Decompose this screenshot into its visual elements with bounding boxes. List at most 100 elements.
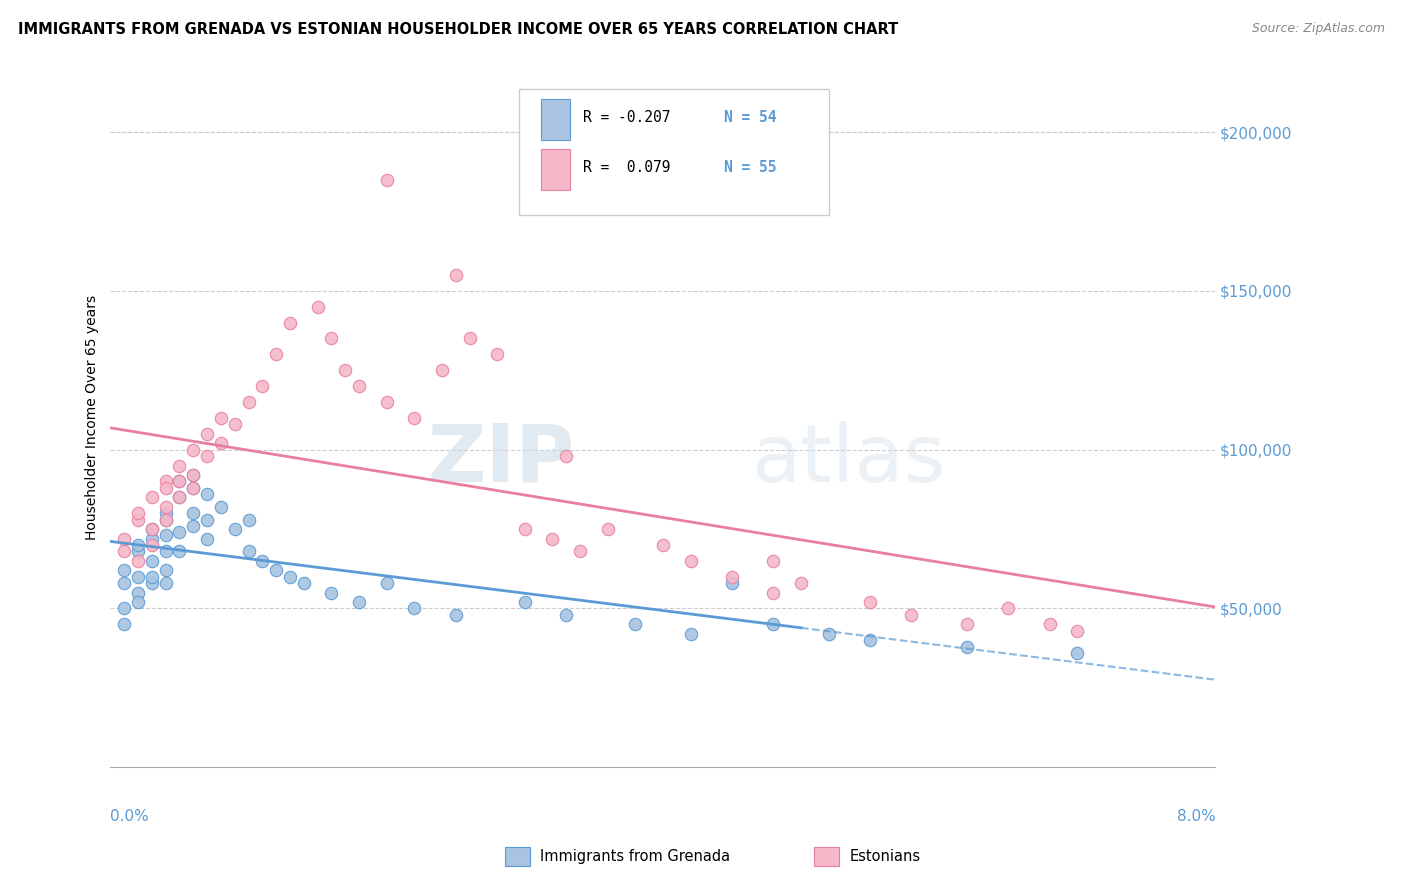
Point <box>169 491 191 505</box>
Text: N = 54: N = 54 <box>724 110 776 125</box>
Point <box>224 417 246 432</box>
Point <box>181 468 204 483</box>
Point <box>278 316 301 330</box>
Point <box>155 481 177 495</box>
FancyBboxPatch shape <box>541 149 569 190</box>
FancyBboxPatch shape <box>541 99 569 140</box>
Point <box>224 522 246 536</box>
Point <box>458 331 481 345</box>
Point <box>252 379 274 393</box>
Point <box>127 512 149 526</box>
Point <box>112 601 135 615</box>
Point <box>141 532 163 546</box>
Point <box>321 331 343 345</box>
Point <box>112 544 135 558</box>
Point <box>444 607 467 622</box>
Point <box>264 347 287 361</box>
Point <box>209 500 232 514</box>
Point <box>486 347 509 361</box>
Point <box>112 576 135 591</box>
Point <box>762 554 785 568</box>
Point <box>112 617 135 632</box>
Point <box>127 554 149 568</box>
Point <box>155 500 177 514</box>
Point <box>238 395 260 409</box>
Point <box>181 481 204 495</box>
Point <box>292 576 315 591</box>
Point <box>347 379 370 393</box>
Point <box>513 522 536 536</box>
Point <box>195 512 218 526</box>
Text: 8.0%: 8.0% <box>1177 809 1215 824</box>
Point <box>195 449 218 463</box>
Point <box>169 525 191 540</box>
Text: ZIP: ZIP <box>427 421 575 499</box>
Point <box>997 601 1019 615</box>
Point <box>404 410 426 425</box>
Point <box>155 512 177 526</box>
Point <box>278 570 301 584</box>
Point <box>169 475 191 489</box>
Point <box>181 506 204 520</box>
Point <box>141 554 163 568</box>
Point <box>762 585 785 599</box>
Point <box>141 522 163 536</box>
Point <box>127 538 149 552</box>
Point <box>169 491 191 505</box>
Point <box>264 563 287 577</box>
Point <box>155 506 177 520</box>
Point <box>790 576 813 591</box>
Point <box>817 627 839 641</box>
Point <box>155 576 177 591</box>
Point <box>347 595 370 609</box>
Point <box>624 617 647 632</box>
Point <box>900 607 922 622</box>
Point <box>127 544 149 558</box>
Point <box>195 532 218 546</box>
Point <box>209 436 232 450</box>
Point <box>569 544 592 558</box>
Point <box>444 268 467 282</box>
Point <box>1039 617 1062 632</box>
Point <box>112 532 135 546</box>
Point <box>238 544 260 558</box>
Point <box>155 544 177 558</box>
Point <box>141 570 163 584</box>
Point <box>721 570 744 584</box>
Point <box>375 395 398 409</box>
Point <box>513 595 536 609</box>
Point <box>209 410 232 425</box>
Point <box>127 595 149 609</box>
Text: Source: ZipAtlas.com: Source: ZipAtlas.com <box>1251 22 1385 36</box>
Point <box>169 544 191 558</box>
Point <box>127 570 149 584</box>
Point <box>335 363 357 377</box>
Point <box>555 449 578 463</box>
Point <box>956 617 979 632</box>
Point <box>238 512 260 526</box>
Point <box>679 554 702 568</box>
Text: N = 55: N = 55 <box>724 161 776 175</box>
Point <box>1066 646 1088 660</box>
Text: Estonians: Estonians <box>849 849 921 863</box>
Point <box>141 538 163 552</box>
Text: 0.0%: 0.0% <box>111 809 149 824</box>
Point <box>596 522 619 536</box>
Point <box>155 512 177 526</box>
Text: R = -0.207: R = -0.207 <box>583 110 671 125</box>
Point <box>181 442 204 457</box>
Text: Immigrants from Grenada: Immigrants from Grenada <box>540 849 730 863</box>
Point <box>141 491 163 505</box>
Point <box>679 627 702 641</box>
FancyBboxPatch shape <box>519 89 828 215</box>
Point <box>762 617 785 632</box>
Text: R =  0.079: R = 0.079 <box>583 161 671 175</box>
Y-axis label: Householder Income Over 65 years: Householder Income Over 65 years <box>86 295 100 541</box>
Point <box>181 519 204 533</box>
Point <box>430 363 453 377</box>
Point <box>307 300 329 314</box>
Text: atlas: atlas <box>751 421 946 499</box>
Point <box>141 522 163 536</box>
Point <box>127 506 149 520</box>
Point <box>141 576 163 591</box>
